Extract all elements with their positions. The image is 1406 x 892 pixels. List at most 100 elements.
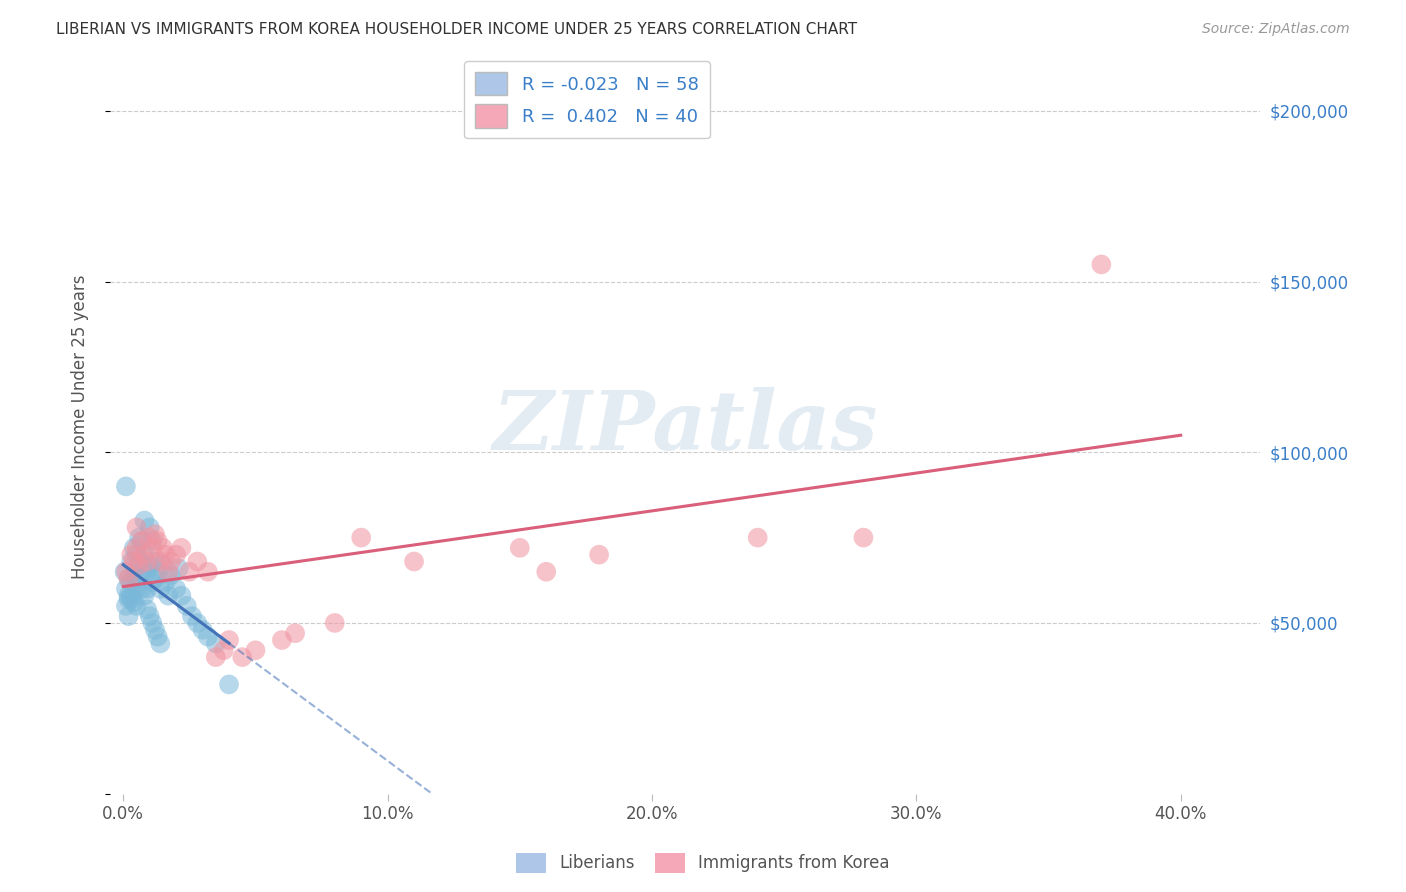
Point bbox=[141, 534, 163, 549]
Point bbox=[117, 572, 139, 586]
Point bbox=[138, 558, 160, 572]
Point bbox=[1090, 257, 1112, 271]
Point bbox=[146, 534, 169, 549]
Point bbox=[245, 643, 267, 657]
Point bbox=[404, 554, 426, 568]
Point bbox=[204, 636, 226, 650]
Point bbox=[350, 531, 373, 545]
Point bbox=[117, 572, 139, 586]
Point bbox=[231, 650, 253, 665]
Point bbox=[509, 541, 531, 555]
Point bbox=[128, 558, 150, 572]
Point bbox=[125, 541, 148, 555]
Point bbox=[117, 589, 139, 603]
Point bbox=[143, 527, 166, 541]
Point bbox=[146, 565, 169, 579]
Point bbox=[157, 589, 180, 603]
Point bbox=[120, 589, 142, 603]
Point bbox=[136, 602, 159, 616]
Point bbox=[218, 677, 240, 691]
Point bbox=[125, 548, 148, 562]
Point bbox=[141, 541, 163, 555]
Point bbox=[136, 565, 159, 579]
Point bbox=[588, 548, 610, 562]
Point bbox=[191, 623, 214, 637]
Point bbox=[128, 572, 150, 586]
Y-axis label: Householder Income Under 25 years: Householder Income Under 25 years bbox=[72, 275, 89, 579]
Point bbox=[117, 609, 139, 624]
Legend: R = -0.023   N = 58, R =  0.402   N = 40: R = -0.023 N = 58, R = 0.402 N = 40 bbox=[464, 62, 710, 138]
Point bbox=[122, 554, 145, 568]
Point bbox=[186, 615, 208, 630]
Point bbox=[165, 582, 187, 596]
Point bbox=[212, 643, 235, 657]
Point bbox=[167, 561, 190, 575]
Point bbox=[125, 582, 148, 596]
Point bbox=[149, 554, 172, 568]
Point bbox=[141, 615, 163, 630]
Point bbox=[115, 599, 138, 613]
Point bbox=[120, 592, 142, 607]
Point bbox=[157, 565, 180, 579]
Point bbox=[176, 599, 198, 613]
Point bbox=[270, 633, 292, 648]
Point bbox=[152, 541, 174, 555]
Point bbox=[165, 548, 187, 562]
Point bbox=[115, 582, 138, 596]
Point bbox=[117, 592, 139, 607]
Point bbox=[149, 582, 172, 596]
Point bbox=[170, 541, 193, 555]
Point bbox=[128, 554, 150, 568]
Point bbox=[155, 574, 177, 589]
Point bbox=[160, 568, 183, 582]
Point bbox=[115, 565, 138, 579]
Point bbox=[186, 554, 208, 568]
Point bbox=[134, 589, 156, 603]
Point bbox=[138, 520, 160, 534]
Text: Source: ZipAtlas.com: Source: ZipAtlas.com bbox=[1202, 22, 1350, 37]
Point bbox=[138, 609, 160, 624]
Point bbox=[125, 599, 148, 613]
Point bbox=[134, 548, 156, 562]
Point bbox=[149, 636, 172, 650]
Point bbox=[136, 582, 159, 596]
Point bbox=[747, 531, 769, 545]
Point bbox=[141, 574, 163, 589]
Legend: Liberians, Immigrants from Korea: Liberians, Immigrants from Korea bbox=[509, 847, 897, 880]
Point bbox=[155, 548, 177, 562]
Point bbox=[181, 609, 204, 624]
Point bbox=[122, 595, 145, 609]
Point bbox=[152, 558, 174, 572]
Point bbox=[131, 534, 153, 549]
Point bbox=[125, 561, 148, 575]
Point bbox=[536, 565, 558, 579]
Point bbox=[143, 572, 166, 586]
Point bbox=[284, 626, 307, 640]
Point bbox=[143, 554, 166, 568]
Point bbox=[204, 650, 226, 665]
Point bbox=[134, 514, 156, 528]
Point bbox=[125, 520, 148, 534]
Point bbox=[218, 633, 240, 648]
Point bbox=[136, 554, 159, 568]
Point bbox=[323, 615, 346, 630]
Point bbox=[197, 565, 219, 579]
Point bbox=[120, 548, 142, 562]
Point bbox=[170, 589, 193, 603]
Point bbox=[160, 554, 183, 568]
Point bbox=[131, 565, 153, 579]
Point bbox=[146, 630, 169, 644]
Point bbox=[122, 568, 145, 582]
Point bbox=[179, 565, 201, 579]
Point bbox=[852, 531, 875, 545]
Point bbox=[143, 623, 166, 637]
Point bbox=[128, 531, 150, 545]
Point bbox=[131, 582, 153, 596]
Point bbox=[120, 554, 142, 568]
Text: ZIPatlas: ZIPatlas bbox=[492, 386, 877, 467]
Point bbox=[197, 630, 219, 644]
Point bbox=[120, 574, 142, 589]
Point bbox=[138, 531, 160, 545]
Text: LIBERIAN VS IMMIGRANTS FROM KOREA HOUSEHOLDER INCOME UNDER 25 YEARS CORRELATION : LIBERIAN VS IMMIGRANTS FROM KOREA HOUSEH… bbox=[56, 22, 858, 37]
Point bbox=[122, 541, 145, 555]
